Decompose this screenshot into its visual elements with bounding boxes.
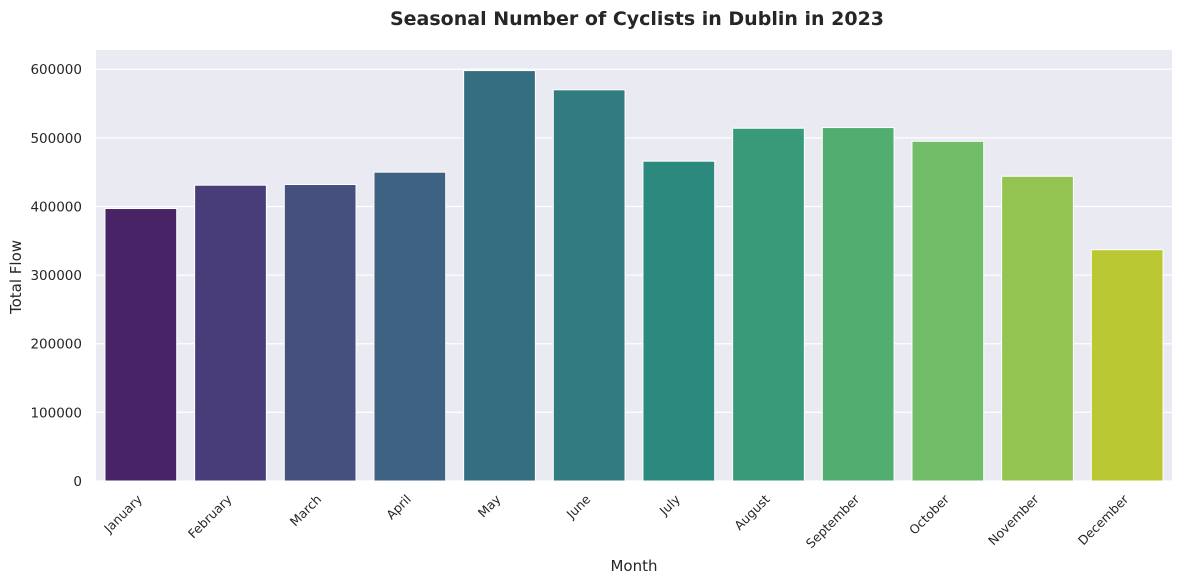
y-tick-label: 200000 (30, 337, 82, 353)
y-tick-label: 100000 (30, 405, 82, 421)
x-tick-label: April (383, 492, 414, 523)
bar-november (1001, 175, 1074, 482)
y-axis-label: Total Flow (7, 240, 25, 315)
x-axis-ticks: January February March April May June July Augu… (100, 491, 1132, 551)
bar-may (463, 70, 536, 482)
chart-title: Seasonal Number of Cyclists in Dublin in… (390, 8, 884, 30)
bar-february (194, 184, 267, 482)
y-tick-label: 400000 (30, 199, 82, 215)
bar-april (373, 171, 447, 482)
x-tick-label: May (475, 491, 504, 520)
plot-area (96, 50, 1172, 481)
y-axis-ticks: 0 100000 200000 300000 400000 500000 600000 (30, 62, 82, 490)
y-tick-label: 500000 (30, 131, 82, 147)
bar-january (104, 208, 178, 482)
x-tick-label: March (287, 492, 325, 530)
bar-july (642, 160, 716, 482)
x-tick-label: November (985, 491, 1042, 548)
x-tick-label: January (100, 491, 145, 536)
x-tick-label: September (803, 491, 863, 551)
bar-june (552, 89, 626, 482)
gridlines (96, 68, 1172, 482)
bar-december (1090, 249, 1164, 482)
x-axis-label: Month (610, 557, 657, 575)
bar-october (911, 140, 985, 482)
x-tick-label: July (656, 491, 684, 519)
bar-september (821, 127, 895, 482)
y-tick-label: 300000 (30, 268, 82, 284)
y-tick-label: 600000 (30, 62, 82, 78)
x-tick-label: December (1075, 491, 1132, 548)
x-tick-label: August (731, 491, 773, 533)
bars (104, 70, 1164, 482)
x-tick-label: February (185, 491, 235, 541)
bar-august (732, 127, 805, 482)
bar-march (283, 184, 357, 482)
x-tick-label: June (563, 491, 594, 522)
y-tick-label: 0 (73, 474, 82, 490)
x-tick-label: October (906, 491, 953, 538)
